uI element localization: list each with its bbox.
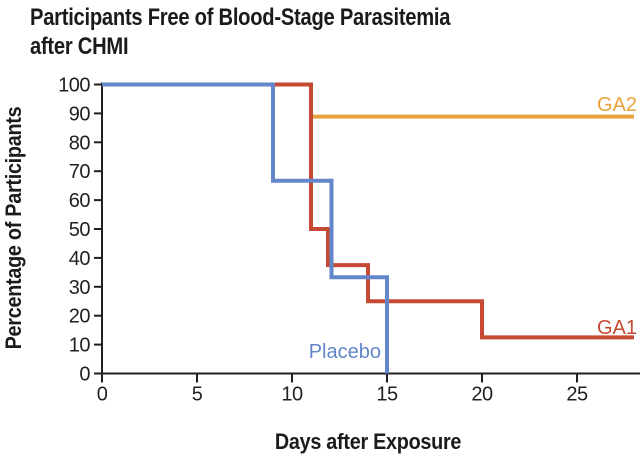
y-tick-label-40: 40 [69, 248, 91, 270]
y-tick-label-60: 60 [69, 190, 91, 212]
figure-title: Participants Free of Blood-Stage Parasit… [30, 3, 450, 61]
y-tick-label-80: 80 [69, 132, 91, 154]
x-tick-label-10: 10 [281, 384, 303, 406]
y-tick-label-20: 20 [69, 306, 91, 328]
x-tick-label-0: 0 [97, 384, 108, 406]
x-tick-label-5: 5 [192, 384, 203, 406]
curve-ga2 [102, 82, 634, 119]
y-tick-label-30: 30 [69, 277, 91, 299]
y-tick-label-70: 70 [69, 161, 91, 183]
curve-ga1 [102, 82, 634, 340]
figure-title-line1: Participants Free of Blood-Stage Parasit… [30, 4, 451, 31]
x-tick-label-25: 25 [566, 384, 588, 406]
series-label-placebo: Placebo [309, 341, 381, 363]
y-tick-label-10: 10 [69, 335, 91, 357]
figure-title-line2: after CHMI [30, 33, 129, 60]
y-tick-label-90: 90 [69, 103, 91, 125]
curve-placebo [102, 82, 389, 374]
y-tick-label-50: 50 [69, 219, 91, 241]
x-axis-title: Days after Exposure [274, 429, 462, 454]
series-label-ga2: GA2 [597, 94, 637, 116]
x-tick-label-20: 20 [471, 384, 493, 406]
y-tick-label-0: 0 [79, 364, 90, 386]
x-tick-label-15: 15 [376, 384, 398, 406]
y-tick-label-100: 100 [58, 75, 90, 97]
series-label-ga1: GA1 [597, 317, 637, 339]
